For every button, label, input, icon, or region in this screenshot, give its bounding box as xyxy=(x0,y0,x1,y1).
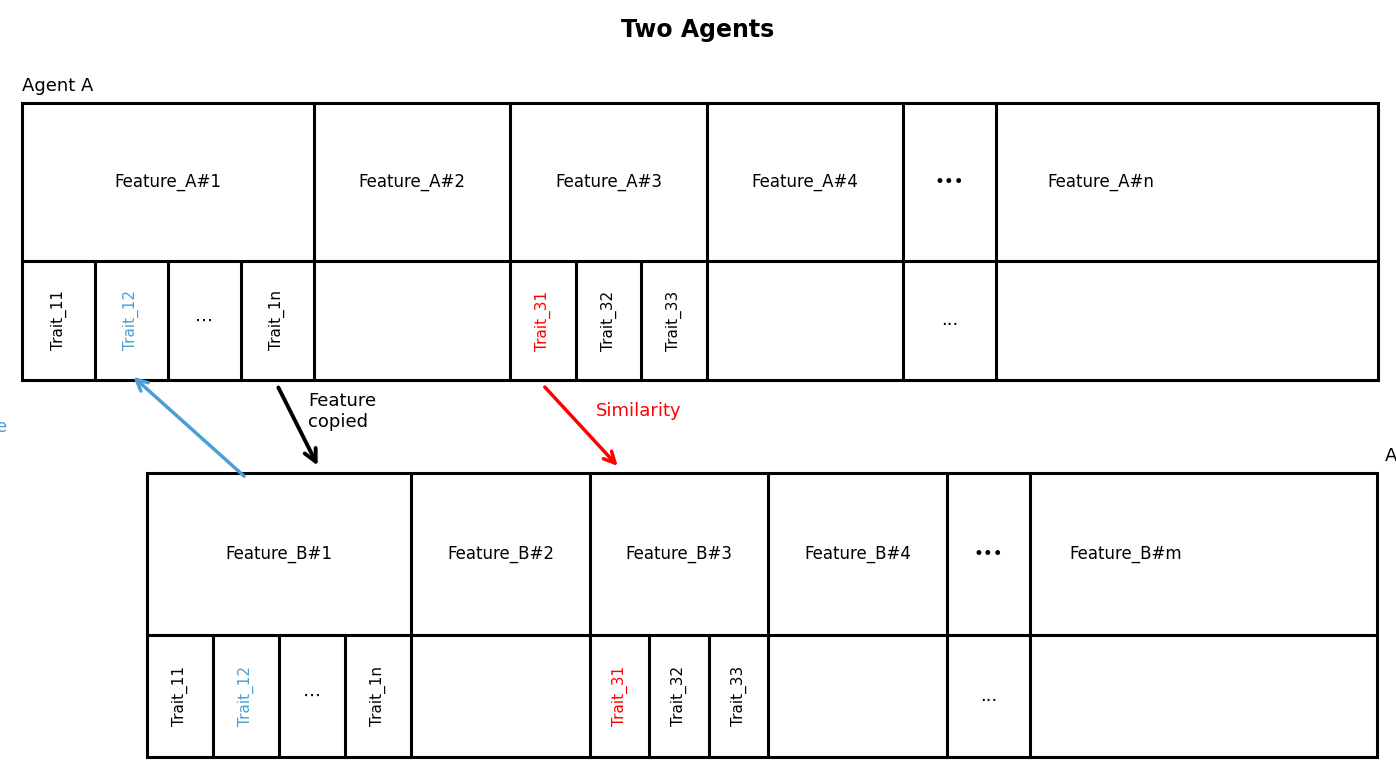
Text: ⋯: ⋯ xyxy=(195,311,214,329)
Text: Feature_B#2: Feature_B#2 xyxy=(447,545,554,563)
Text: Feature_A#n: Feature_A#n xyxy=(1047,173,1154,191)
Text: Trait_11: Trait_11 xyxy=(50,291,67,351)
Text: Trait_32: Trait_32 xyxy=(671,666,687,726)
Text: Feature_A#1: Feature_A#1 xyxy=(114,173,222,191)
Text: Agent B: Agent B xyxy=(1385,447,1396,465)
Text: Trait_31: Trait_31 xyxy=(611,666,628,726)
Text: Feature_B#m: Feature_B#m xyxy=(1069,545,1182,563)
Text: Trait_12: Trait_12 xyxy=(239,666,254,726)
Text: Feature_B#4: Feature_B#4 xyxy=(804,545,910,563)
Text: ...: ... xyxy=(941,311,958,329)
Text: Trait_33: Trait_33 xyxy=(666,291,683,351)
Bar xyxy=(22,103,1378,380)
Text: Trait_31: Trait_31 xyxy=(535,291,551,351)
Text: Trait_1n: Trait_1n xyxy=(269,291,285,351)
Text: Trait_11: Trait_11 xyxy=(172,666,188,726)
Text: Feature
copied: Feature copied xyxy=(309,392,376,431)
Text: ⋯: ⋯ xyxy=(303,687,321,705)
Text: Trait_32: Trait_32 xyxy=(600,291,617,351)
Text: •••: ••• xyxy=(935,173,965,191)
Text: ...: ... xyxy=(980,687,997,705)
Text: Similarity: Similarity xyxy=(596,402,681,420)
Text: Feature_A#4: Feature_A#4 xyxy=(751,173,859,191)
Text: Agent A: Agent A xyxy=(22,77,94,95)
Text: Feature_B#1: Feature_B#1 xyxy=(226,545,332,563)
Bar xyxy=(147,473,1376,757)
Text: Trait_1n: Trait_1n xyxy=(370,666,387,726)
Text: Trait_12: Trait_12 xyxy=(123,291,140,351)
Text: Trait_33: Trait_33 xyxy=(730,666,747,726)
Text: Difference: Difference xyxy=(0,418,7,436)
Text: Feature_B#3: Feature_B#3 xyxy=(625,545,733,563)
Text: •••: ••• xyxy=(973,545,1004,563)
Text: Feature_A#2: Feature_A#2 xyxy=(359,173,465,191)
Text: Feature_A#3: Feature_A#3 xyxy=(556,173,662,191)
Text: Two Agents: Two Agents xyxy=(621,18,775,42)
